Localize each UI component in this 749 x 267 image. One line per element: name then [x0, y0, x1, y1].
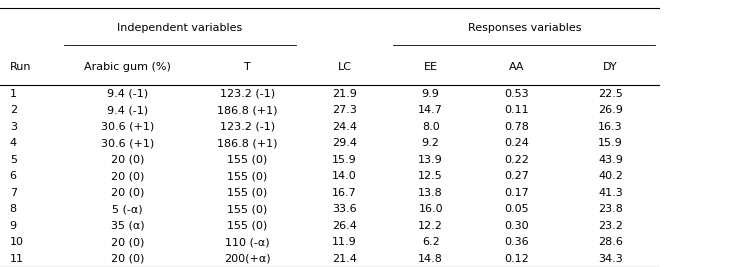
Text: T: T	[243, 62, 251, 72]
Text: 6.2: 6.2	[422, 237, 440, 247]
Text: 12.5: 12.5	[418, 171, 443, 181]
Text: Independent variables: Independent variables	[117, 23, 243, 33]
Text: 0.05: 0.05	[505, 204, 529, 214]
Text: 1: 1	[10, 89, 16, 99]
Text: 9.4 (-1): 9.4 (-1)	[107, 89, 148, 99]
Text: 9.9: 9.9	[422, 89, 440, 99]
Text: 33.6: 33.6	[333, 204, 357, 214]
Text: 3: 3	[10, 122, 16, 132]
Text: 15.9: 15.9	[332, 155, 357, 165]
Text: 9: 9	[10, 221, 17, 231]
Text: 13.9: 13.9	[418, 155, 443, 165]
Text: Responses variables: Responses variables	[467, 23, 581, 33]
Text: 10: 10	[10, 237, 24, 247]
Text: 14.8: 14.8	[418, 254, 443, 264]
Text: 11: 11	[10, 254, 24, 264]
Text: Arabic gum (%): Arabic gum (%)	[84, 62, 171, 72]
Text: 8: 8	[10, 204, 17, 214]
Text: 7: 7	[10, 188, 17, 198]
Text: 28.6: 28.6	[598, 237, 623, 247]
Text: 0.36: 0.36	[505, 237, 529, 247]
Text: 20 (0): 20 (0)	[111, 155, 144, 165]
Text: 123.2 (-1): 123.2 (-1)	[219, 122, 275, 132]
Text: 22.5: 22.5	[598, 89, 623, 99]
Text: 30.6 (+1): 30.6 (+1)	[100, 138, 154, 148]
Text: 8.0: 8.0	[422, 122, 440, 132]
Text: 155 (0): 155 (0)	[227, 204, 267, 214]
Text: 23.8: 23.8	[598, 204, 623, 214]
Text: 20 (0): 20 (0)	[111, 171, 144, 181]
Text: 0.24: 0.24	[504, 138, 530, 148]
Text: 0.12: 0.12	[504, 254, 530, 264]
Text: 24.4: 24.4	[332, 122, 357, 132]
Text: 186.8 (+1): 186.8 (+1)	[217, 105, 277, 115]
Text: 0.22: 0.22	[504, 155, 530, 165]
Text: 155 (0): 155 (0)	[227, 188, 267, 198]
Text: 0.78: 0.78	[504, 122, 530, 132]
Text: 30.6 (+1): 30.6 (+1)	[100, 122, 154, 132]
Text: 20 (0): 20 (0)	[111, 254, 144, 264]
Text: AA: AA	[509, 62, 524, 72]
Text: 16.7: 16.7	[332, 188, 357, 198]
Text: 13.8: 13.8	[418, 188, 443, 198]
Text: 0.53: 0.53	[505, 89, 529, 99]
Text: 123.2 (-1): 123.2 (-1)	[219, 89, 275, 99]
Text: 20 (0): 20 (0)	[111, 237, 144, 247]
Text: 155 (0): 155 (0)	[227, 171, 267, 181]
Text: 23.2: 23.2	[598, 221, 623, 231]
Text: Run: Run	[10, 62, 31, 72]
Text: 186.8 (+1): 186.8 (+1)	[217, 138, 277, 148]
Text: 0.27: 0.27	[504, 171, 530, 181]
Text: 6: 6	[10, 171, 16, 181]
Text: 200(+α): 200(+α)	[224, 254, 270, 264]
Text: 9.4 (-1): 9.4 (-1)	[107, 105, 148, 115]
Text: 155 (0): 155 (0)	[227, 221, 267, 231]
Text: 9.2: 9.2	[422, 138, 440, 148]
Text: 26.9: 26.9	[598, 105, 623, 115]
Text: 15.9: 15.9	[598, 138, 623, 148]
Text: 21.9: 21.9	[332, 89, 357, 99]
Text: 0.11: 0.11	[505, 105, 529, 115]
Text: 21.4: 21.4	[332, 254, 357, 264]
Text: 5: 5	[10, 155, 16, 165]
Text: 40.2: 40.2	[598, 171, 623, 181]
Text: 43.9: 43.9	[598, 155, 623, 165]
Text: 14.0: 14.0	[332, 171, 357, 181]
Text: 20 (0): 20 (0)	[111, 188, 144, 198]
Text: 27.3: 27.3	[332, 105, 357, 115]
Text: 2: 2	[10, 105, 17, 115]
Text: 110 (-α): 110 (-α)	[225, 237, 270, 247]
Text: 34.3: 34.3	[598, 254, 623, 264]
Text: 11.9: 11.9	[332, 237, 357, 247]
Text: DY: DY	[603, 62, 618, 72]
Text: 26.4: 26.4	[332, 221, 357, 231]
Text: 0.30: 0.30	[505, 221, 529, 231]
Text: 16.3: 16.3	[598, 122, 622, 132]
Text: 16.0: 16.0	[419, 204, 443, 214]
Text: 41.3: 41.3	[598, 188, 623, 198]
Text: 12.2: 12.2	[418, 221, 443, 231]
Text: 35 (α): 35 (α)	[111, 221, 144, 231]
Text: 14.7: 14.7	[418, 105, 443, 115]
Text: EE: EE	[424, 62, 437, 72]
Text: LC: LC	[338, 62, 351, 72]
Text: 4: 4	[10, 138, 17, 148]
Text: 5 (-α): 5 (-α)	[112, 204, 142, 214]
Text: 29.4: 29.4	[332, 138, 357, 148]
Text: 0.17: 0.17	[504, 188, 530, 198]
Text: 155 (0): 155 (0)	[227, 155, 267, 165]
